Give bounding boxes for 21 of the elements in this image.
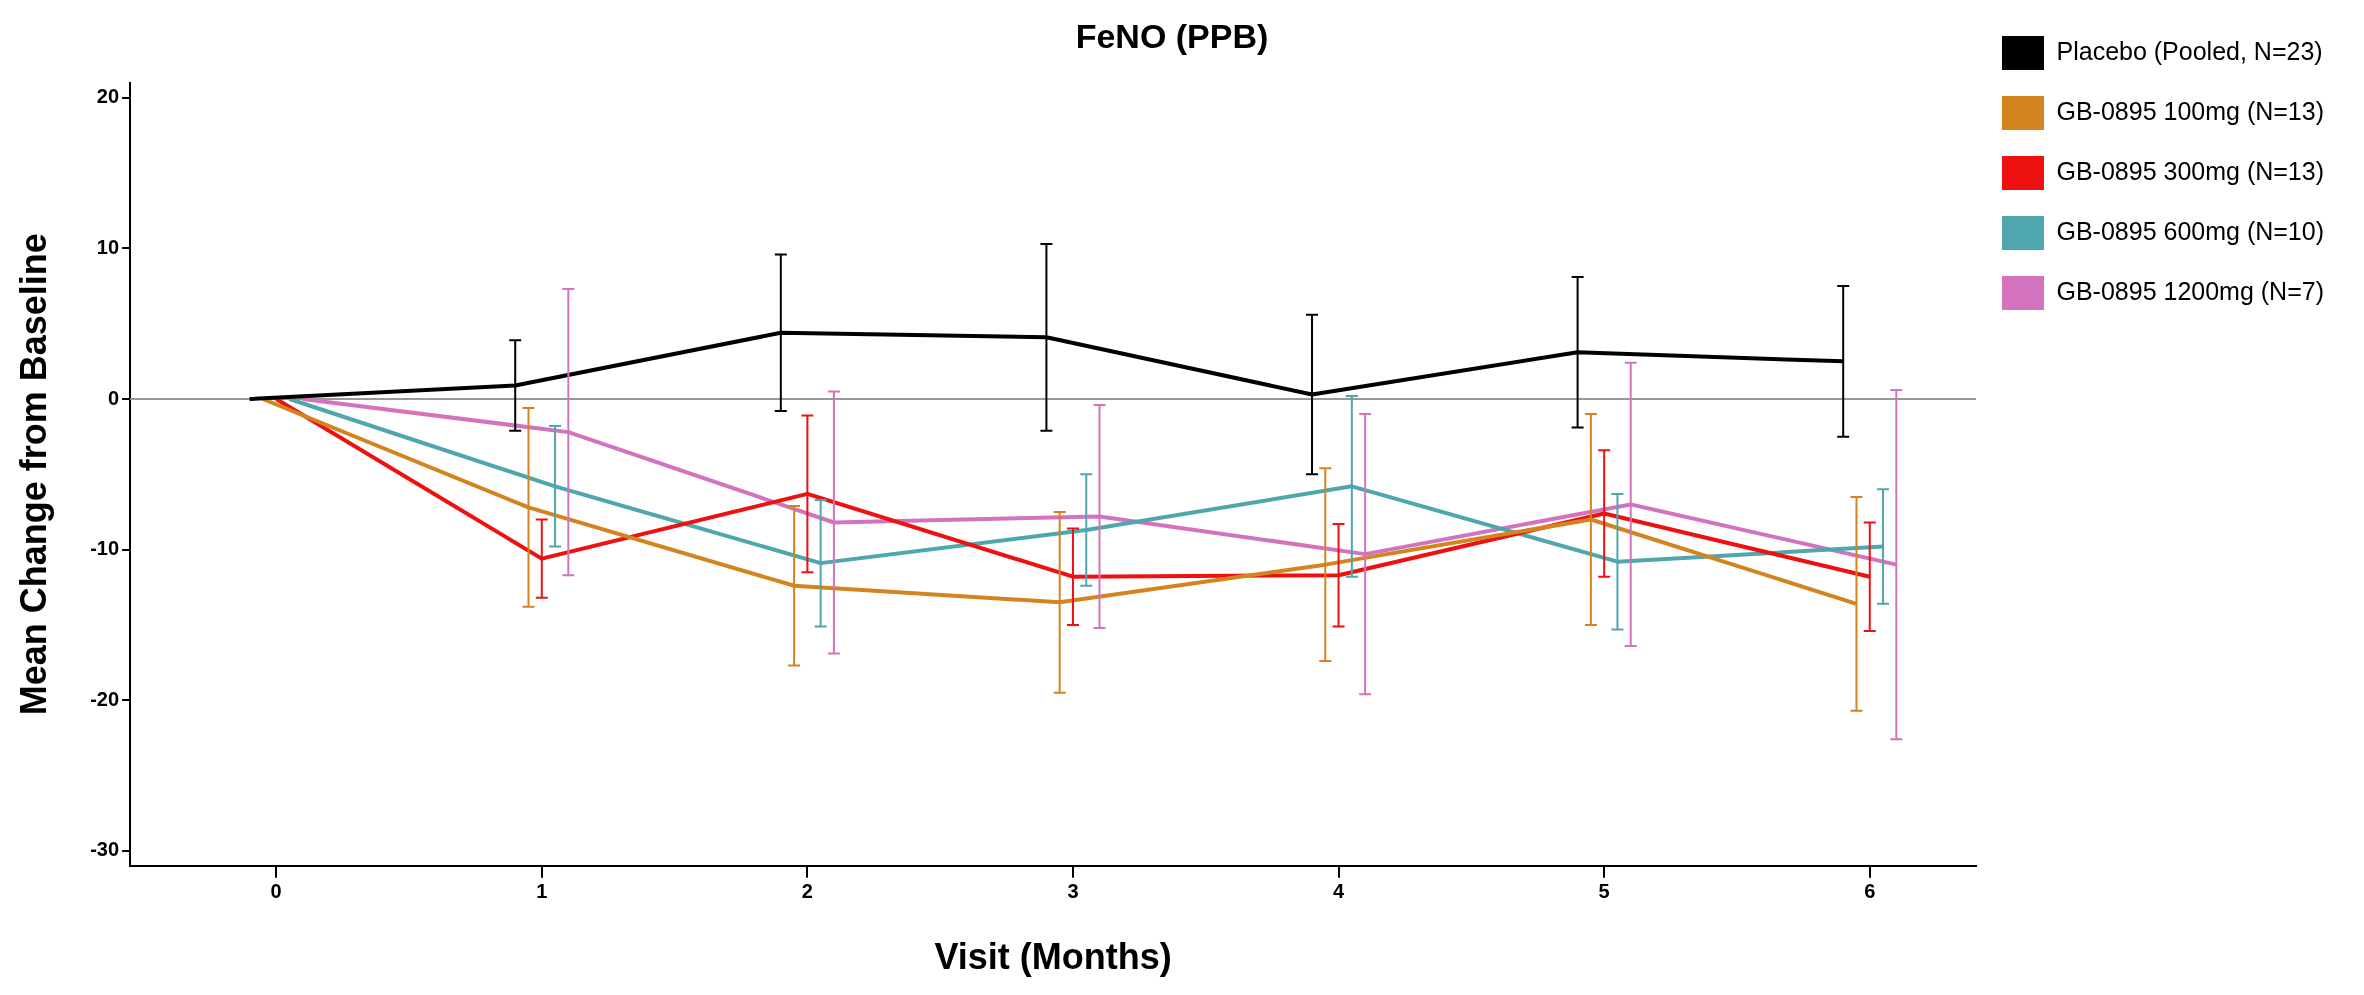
x-tick-label: 3 xyxy=(1067,880,1079,903)
y-tick-label: 0 xyxy=(107,386,120,409)
y-tick-label: -30 xyxy=(90,838,120,861)
y-tick-label: -10 xyxy=(90,537,120,560)
legend-label: GB-0895 1200mg (N=7) xyxy=(2056,276,2325,305)
x-tick-label: 1 xyxy=(536,880,548,903)
x-tick-label: 0 xyxy=(270,880,282,903)
y-tick-label: 10 xyxy=(96,235,120,258)
y-tick-label: 20 xyxy=(96,85,120,108)
y-axis-title: Mean Change from Baseline xyxy=(12,233,54,716)
x-tick-label: 5 xyxy=(1598,880,1610,903)
legend-label: GB-0895 300mg (N=13) xyxy=(2056,156,2325,185)
chart-title: FeNO (PPB) xyxy=(1075,16,1269,55)
legend-label: GB-0895 600mg (N=10) xyxy=(2056,216,2325,245)
x-tick-label: 2 xyxy=(801,880,813,903)
y-tick-label: -20 xyxy=(90,687,120,710)
x-tick-label: 4 xyxy=(1333,880,1345,903)
x-axis-title: Visit (Months) xyxy=(934,936,1172,978)
x-tick-label: 6 xyxy=(1864,880,1876,903)
legend-label: Placebo (Pooled, N=23) xyxy=(2056,36,2323,65)
legend-label: GB-0895 100mg (N=13) xyxy=(2056,96,2325,125)
